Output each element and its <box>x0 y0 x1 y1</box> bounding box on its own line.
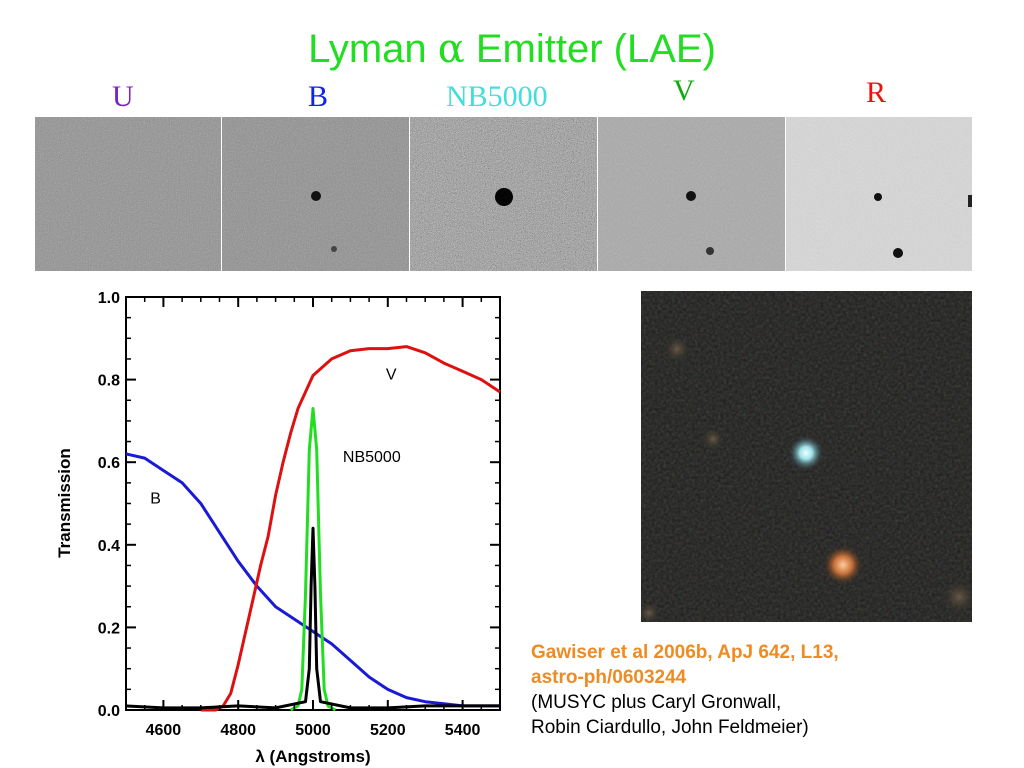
citation-line-2: astro-ph/0603244 <box>531 667 687 688</box>
lae-blue-source <box>788 435 824 471</box>
x-tick-label-5000: 5000 <box>295 722 331 739</box>
stamp-image-b <box>222 117 409 271</box>
y-tick-label-4: 0.8 <box>98 373 120 390</box>
lae-source <box>495 188 513 206</box>
series-line-nb5000 <box>289 407 337 712</box>
x-axis-label: λ (Angstroms) <box>255 747 370 766</box>
x-tick-label-5400: 5400 <box>445 722 481 739</box>
y-axis-label: Transmission <box>55 448 74 558</box>
annotation-layer: V NB5000 B <box>150 367 401 508</box>
x-tick-label-4800: 4800 <box>220 722 256 739</box>
citation-line-4: Robin Ciardullo, John Feldmeier) <box>531 717 809 738</box>
title-suffix: Emitter (LAE) <box>464 27 716 71</box>
annotation-nb5000: NB5000 <box>343 449 401 466</box>
stamp-image-nb5000 <box>410 117 597 271</box>
series-layer <box>125 345 501 712</box>
lae-source <box>874 193 882 201</box>
neighbor-source <box>331 246 337 252</box>
y-tick-label-1: 0.2 <box>98 620 120 637</box>
plot-frame <box>125 296 501 711</box>
axis-layer: 4600 4800 5000 5200 5400 0.0 0.2 0.4 0.6 0.8 1.0 <box>98 290 500 739</box>
band-label-b: B <box>308 80 329 113</box>
slide-title: Lyman α Emitter (LAE) <box>0 26 1024 72</box>
citation-line-1: Gawiser et al 2006b, ApJ 642, L13, <box>531 642 839 663</box>
x-tick-label-5200: 5200 <box>370 722 406 739</box>
neighbor-source <box>893 248 903 258</box>
series-line-b <box>125 452 500 708</box>
band-label-nb5000: NB5000 <box>446 80 548 113</box>
band-label-u: U <box>112 80 134 113</box>
stamp-image-v <box>598 117 785 271</box>
series-line-unnamed-3 <box>125 526 500 710</box>
band-label-r: R <box>866 76 887 109</box>
stamp-image-u <box>35 117 221 271</box>
lae-source <box>686 191 696 201</box>
citation-credits: (MUSYC plus Caryl Gronwall, Robin Ciardu… <box>531 690 1011 740</box>
neighbor-source <box>706 247 714 255</box>
color-composite-image <box>637 291 977 625</box>
y-tick-label-3: 0.6 <box>98 455 120 472</box>
x-tick-label-4600: 4600 <box>146 722 182 739</box>
citation-block: Gawiser et al 2006b, ApJ 642, L13, astro… <box>531 640 1011 740</box>
lae-source <box>311 191 321 201</box>
title-alpha-symbol: α <box>437 26 465 72</box>
annotation-v: V <box>386 367 397 384</box>
band-label-v: V <box>673 74 695 107</box>
y-tick-label-0: 0.0 <box>98 703 120 720</box>
stamp-image-r <box>786 117 972 271</box>
y-tick-label-2: 0.4 <box>98 538 120 555</box>
transmission-chart: 4600 4800 5000 5200 5400 0.0 0.2 0.4 0.6 0.8 1.0 λ… <box>55 290 501 766</box>
citation-reference: Gawiser et al 2006b, ApJ 642, L13, astro… <box>531 640 1011 690</box>
y-tick-label-5: 1.0 <box>98 290 120 307</box>
series-line-v <box>200 345 501 712</box>
orange-source <box>823 545 863 585</box>
annotation-b: B <box>150 491 161 508</box>
citation-line-3: (MUSYC plus Caryl Gronwall, <box>531 692 782 713</box>
title-prefix: Lyman <box>308 27 438 71</box>
